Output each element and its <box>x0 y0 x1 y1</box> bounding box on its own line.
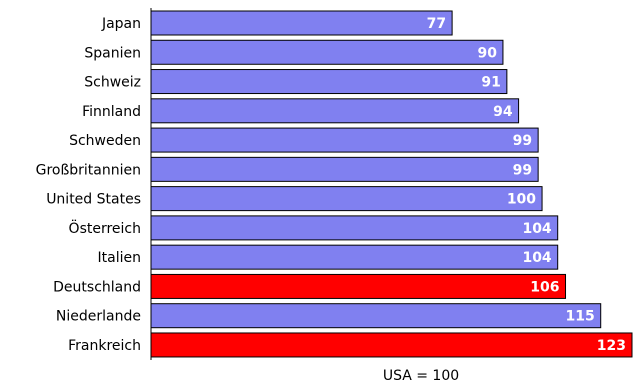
category-label-spanien: Spanien <box>84 45 141 61</box>
category-label-schweden: Schweden <box>69 133 141 149</box>
value-label-osterreich: 104 <box>522 221 551 237</box>
value-label-niederlande: 115 <box>565 309 594 325</box>
bar-series: Japan 77 Spanien 90 Schweiz 91 Finnland 94 Schwe… <box>36 10 633 358</box>
value-label-finnland: 94 <box>493 104 513 120</box>
category-label-schweiz: Schweiz <box>84 75 141 91</box>
x-axis-label: USA = 100 <box>383 368 459 384</box>
bar-schweiz <box>150 69 508 95</box>
category-label-niederlande: Niederlande <box>56 309 141 325</box>
value-label-grossbritannien: 99 <box>513 162 532 178</box>
bar-japan <box>150 10 453 36</box>
bar-deutschland <box>150 273 567 299</box>
value-label-deutschland: 106 <box>530 279 559 295</box>
category-label-united-states: United States <box>46 192 141 208</box>
category-label-italien: Italien <box>98 250 141 266</box>
category-label-japan: Japan <box>101 16 141 32</box>
value-label-frankreich: 123 <box>597 338 626 354</box>
value-label-schweden: 99 <box>513 133 532 149</box>
bar-frankreich <box>150 332 633 358</box>
bar-spanien <box>150 39 504 65</box>
value-label-united-states: 100 <box>507 192 536 208</box>
category-label-osterreich: Österreich <box>69 219 141 237</box>
bar-italien <box>150 244 559 270</box>
bar-osterreich <box>150 215 559 241</box>
category-label-frankreich: Frankreich <box>68 338 141 354</box>
category-label-deutschland: Deutschland <box>53 279 141 295</box>
value-label-spanien: 90 <box>477 45 497 61</box>
value-label-japan: 77 <box>427 16 446 32</box>
bar-finnland <box>150 98 520 124</box>
bar-grossbritannien <box>150 156 539 182</box>
category-label-finnland: Finnland <box>82 104 141 120</box>
bar-schweden <box>150 127 539 153</box>
category-label-grossbritannien: Großbritannien <box>36 162 141 178</box>
bar-niederlande <box>150 303 602 329</box>
value-label-italien: 104 <box>522 250 551 266</box>
bar-united-states <box>150 186 543 212</box>
value-label-schweiz: 91 <box>481 75 500 91</box>
